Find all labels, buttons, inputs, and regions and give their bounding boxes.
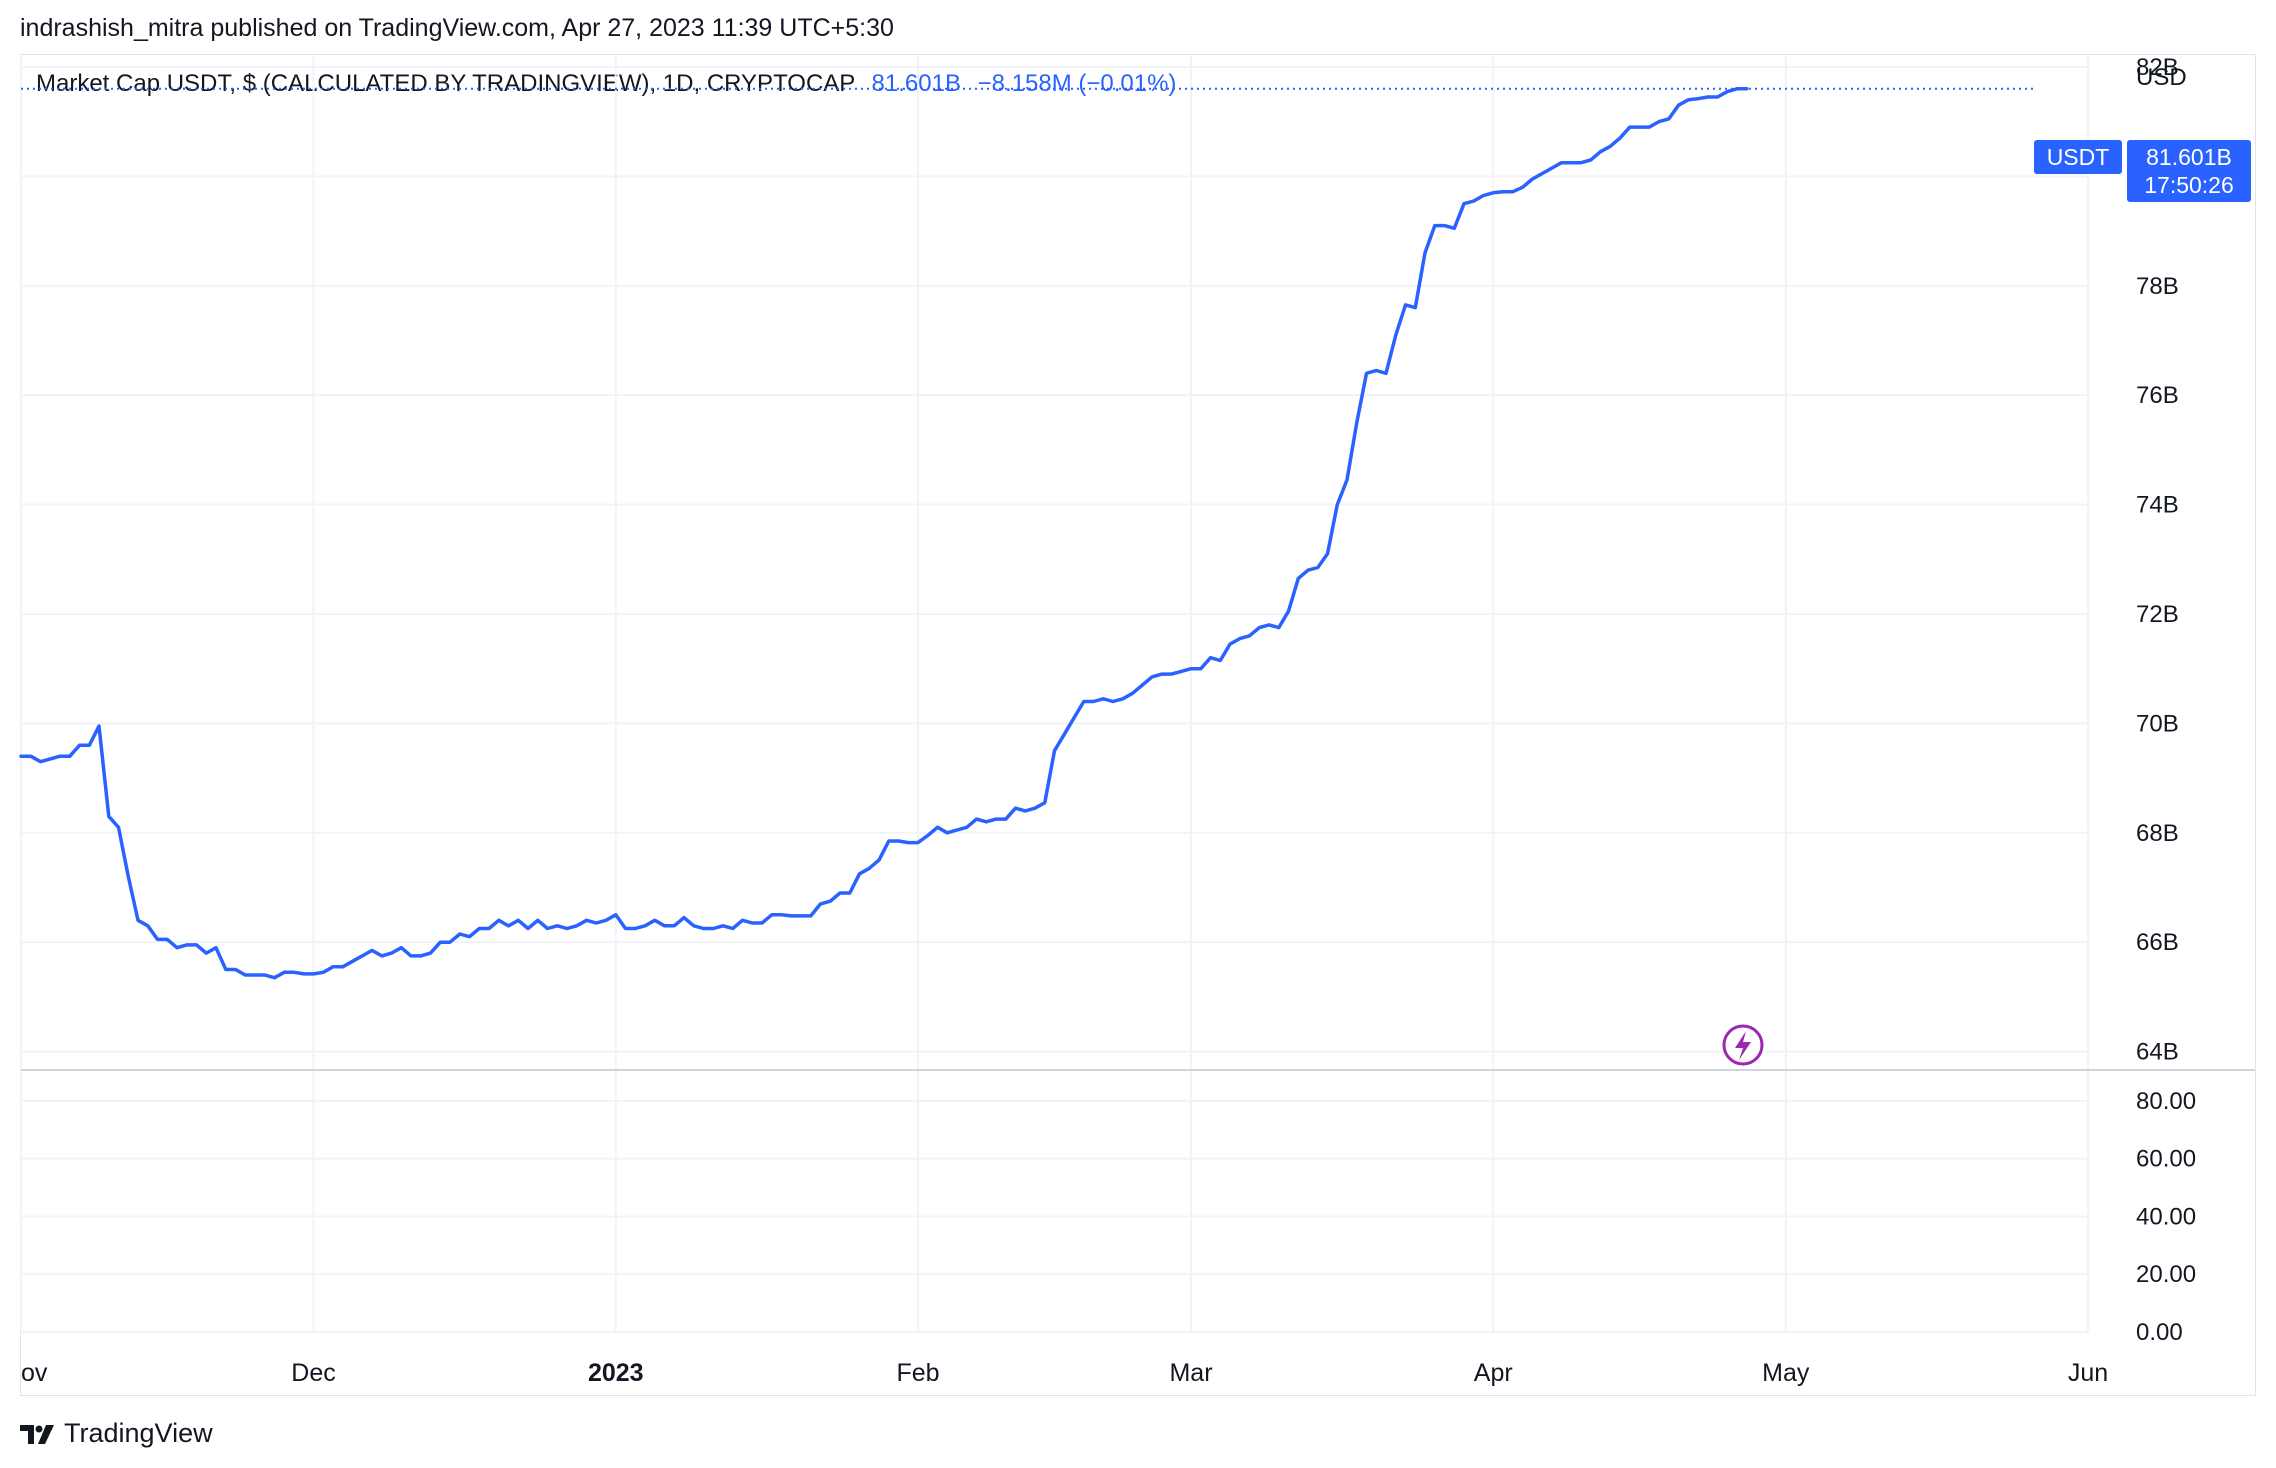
last-price-tag: USDT 81.601B 17:50:26: [2034, 140, 2251, 202]
time-axis[interactable]: ov Dec 2023 Feb Mar Apr May Jun: [21, 1359, 2108, 1387]
series-line-usdt: [19, 87, 1749, 980]
time-tick-label: Feb: [896, 1359, 939, 1387]
lower-tick-label: 0.00: [2136, 1319, 2183, 1346]
value-tag-bg: [2127, 140, 2251, 202]
time-tick-label: Jun: [2068, 1359, 2108, 1387]
time-tick-label: Dec: [291, 1359, 335, 1387]
countdown-tag-text: 17:50:26: [2144, 172, 2234, 198]
time-tick-label: Apr: [1474, 1359, 1513, 1387]
value-tag-text: 81.601B: [2146, 144, 2232, 170]
price-tick-label: 68B: [2136, 820, 2179, 847]
lower-tick-label: 20.00: [2136, 1261, 2196, 1288]
legend-change: −8.158M (−0.01%): [977, 70, 1177, 97]
price-tick-label: 64B: [2136, 1039, 2179, 1066]
time-tick-label: May: [1762, 1359, 1810, 1387]
symbol-tag-bg: [2034, 140, 2122, 174]
footer-brand-text: TradingView: [64, 1418, 213, 1448]
lower-tick-label: 60.00: [2136, 1146, 2196, 1173]
price-tick-label: 74B: [2136, 492, 2179, 519]
lower-pane-axis[interactable]: 80.00 60.00 40.00 20.00 0.00: [2136, 1088, 2196, 1346]
grid-lines: [20, 56, 2089, 1333]
time-tick-label: 2023: [588, 1359, 644, 1387]
lower-tick-label: 80.00: [2136, 1088, 2196, 1115]
price-tick-label: 82B: [2136, 54, 2179, 81]
price-axis[interactable]: 82B80B78B76B74B72B70B68B66B64B: [2136, 54, 2179, 1066]
legend-value: 81.601B: [871, 70, 961, 97]
chart-legend[interactable]: Market Cap USDT, $ (CALCULATED BY TRADIN…: [36, 70, 1176, 98]
price-tick-label: 70B: [2136, 710, 2179, 737]
symbol-tag-text: USDT: [2047, 144, 2110, 170]
price-tick-label: 66B: [2136, 929, 2179, 956]
time-tick-label: ov: [21, 1359, 48, 1387]
time-tick-label: Mar: [1169, 1359, 1212, 1387]
publisher-line: indrashish_mitra published on TradingVie…: [20, 14, 894, 42]
lower-tick-label: 40.00: [2136, 1203, 2196, 1230]
lightning-bolt-icon[interactable]: [1722, 1024, 1764, 1066]
tradingview-logo-icon: [20, 1424, 54, 1444]
price-tick-label: 72B: [2136, 601, 2179, 628]
legend-title: Market Cap USDT, $ (CALCULATED BY TRADIN…: [36, 70, 855, 97]
price-tick-label: 78B: [2136, 273, 2179, 300]
price-tick-label: 76B: [2136, 382, 2179, 409]
footer-brand[interactable]: TradingView: [20, 1418, 213, 1449]
currency-label[interactable]: USD: [2136, 64, 2187, 91]
